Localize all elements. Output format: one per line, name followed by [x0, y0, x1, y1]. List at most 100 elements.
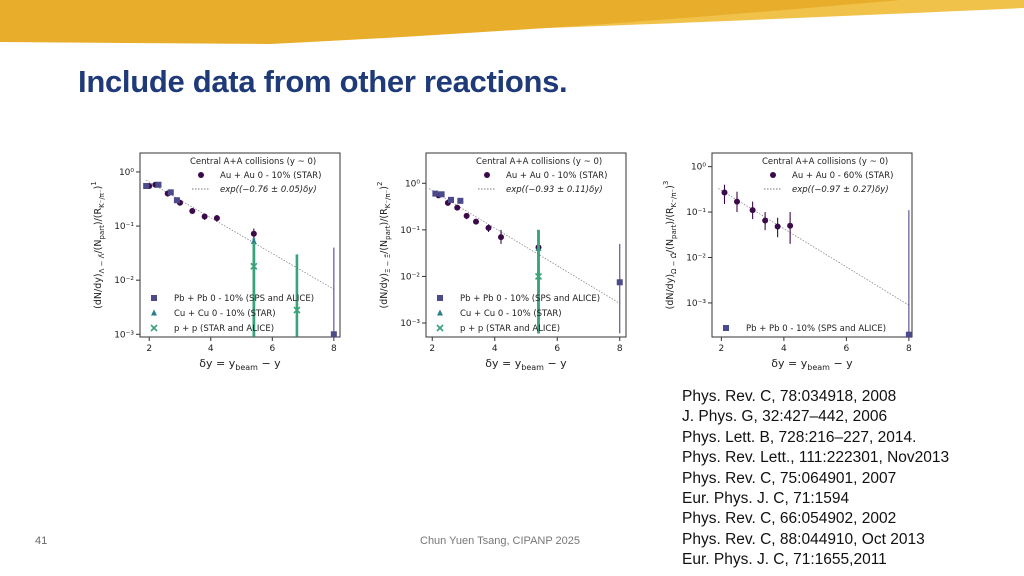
y-axis-label-part: (dN/dy)	[93, 273, 104, 308]
x-tick-label: 4	[781, 344, 787, 354]
data-point	[189, 207, 196, 214]
reference-item: Phys. Rev. C, 66:054902, 2002	[682, 510, 897, 528]
y-tick-label: 10⁻²	[400, 272, 420, 282]
legend-label: Au + Au 0 - 10% (STAR)	[220, 171, 321, 181]
data-point	[155, 181, 162, 188]
x-tick-label: 8	[906, 344, 912, 354]
data-point	[330, 331, 337, 338]
legend-swatch	[723, 325, 729, 331]
x-axis-label-part: − y	[830, 357, 853, 370]
x-axis-label-part: beam	[807, 363, 830, 372]
x-tick-label: 8	[331, 344, 337, 354]
data-series	[330, 247, 337, 338]
y-tick-label: 10⁻³	[400, 319, 420, 329]
y-axis-label-part: )/(R	[665, 207, 676, 225]
y-tick-label: 10⁻¹	[686, 208, 706, 218]
y-axis-label-part: (dN/dy)	[379, 273, 390, 308]
lambda-yield-chart: 2 4 6 8 10⁰ 10⁻¹ 10⁻² 10⁻³ (dN/dy)Λ − Λ̄/(Npart)…	[90, 152, 341, 372]
legend-label: Pb + Pb 0 - 10% (SPS and ALICE)	[746, 324, 886, 334]
reference-item: J. Phys. G, 32:427–442, 2006	[682, 408, 888, 426]
data-point	[905, 331, 912, 338]
y-axis-label-part: part	[98, 225, 106, 240]
data-series	[432, 190, 464, 204]
y-axis-label-part: /(N	[93, 240, 104, 254]
reference-item: Phys. Lett. B, 728:216–227, 2014.	[682, 428, 917, 446]
data-point	[293, 306, 301, 314]
data-point	[485, 224, 492, 231]
legend-label: exp((−0.76 ± 0.05)δy)	[220, 185, 317, 195]
data-point	[787, 222, 794, 229]
x-tick-label: 2	[146, 344, 152, 354]
y-tick-label: 10⁻³	[686, 299, 706, 309]
y-axis-label-part: 1	[90, 181, 98, 185]
data-point	[432, 190, 439, 197]
data-point	[454, 204, 461, 211]
x-axis-label-part: beam	[235, 363, 258, 372]
fit-line	[428, 188, 620, 304]
omega-yield-chart: 2 4 6 8 10⁰ 10⁻¹ 10⁻² 10⁻³ (dN/dy)Ω − Ω̄/(Npart)…	[662, 152, 913, 372]
data-point	[616, 279, 623, 286]
reference-item: Eur. Phys. J. C, 71:1594	[682, 490, 850, 508]
plot-frame	[425, 152, 627, 338]
legend-header: Central A+A collisions (y ~ 0)	[190, 157, 316, 167]
x-tick-label: 6	[269, 344, 275, 354]
legend-label: Au + Au 0 - 60% (STAR)	[792, 171, 893, 181]
legend-header: Central A+A collisions (y ~ 0)	[762, 157, 888, 167]
slide-title: Include data from other reactions.	[78, 64, 568, 99]
x-tick-label: 8	[617, 344, 623, 354]
data-point	[213, 215, 220, 222]
y-axis-label-part: )/(R	[379, 208, 390, 226]
y-axis-label-part: 2	[376, 182, 384, 186]
data-point	[173, 197, 180, 204]
y-axis-label: (dN/dy)Ω − Ω̄/(Npart)/(RK⁻/π⁻)3	[662, 181, 678, 310]
x-axis-label: δy = ybeam − y	[485, 357, 567, 372]
y-axis-label-part: Ω − Ω̄	[670, 252, 678, 274]
legend-swatch	[436, 324, 444, 332]
y-axis-label-part: /(N	[379, 240, 390, 254]
data-series	[250, 242, 301, 337]
data-series	[721, 184, 794, 244]
y-axis-label-part: /(N	[665, 239, 676, 253]
x-axis-label-part: beam	[521, 363, 544, 372]
x-tick-label: 6	[844, 344, 850, 354]
y-axis-label-part: (dN/dy)	[665, 274, 676, 309]
footer-author: Chun Yuen Tsang, CIPANP 2025	[420, 535, 581, 547]
y-tick-label: 10⁰	[691, 163, 706, 173]
data-series	[143, 181, 180, 204]
reference-item: Phys. Rev. C, 78:034918, 2008	[682, 388, 897, 405]
x-tick-label: 6	[554, 344, 560, 354]
data-point	[250, 230, 257, 237]
legend-label: Cu + Cu 0 - 10% (STAR)	[174, 309, 276, 319]
legend-swatch	[437, 309, 443, 316]
y-tick-label: 10⁰	[405, 179, 420, 189]
legend-swatch	[151, 309, 157, 316]
x-tick-label: 2	[719, 344, 725, 354]
y-axis-label: (dN/dy)Ξ − Ξ̄/(Npart)/(RK⁻/π⁻)2	[376, 182, 392, 309]
x-axis-label-part: δy = y	[199, 357, 235, 370]
data-point	[534, 272, 543, 281]
reference-item: Phys. Rev. Lett., 111:222301, Nov2013	[682, 449, 950, 467]
legend-swatch	[150, 324, 158, 332]
legend-label: Pb + Pb 0 - 10% (SPS and ALICE)	[460, 294, 600, 304]
reference-item: Eur. Phys. J. C, 71:1655,2011	[682, 551, 887, 569]
y-axis-label-part: )	[665, 185, 676, 189]
x-axis-label-part: − y	[258, 357, 281, 370]
data-point	[201, 213, 208, 220]
xi-yield-chart: 2 4 6 8 10⁰ 10⁻¹ 10⁻² 10⁻³ (dN/dy)Ξ − Ξ̄/(Npart)…	[376, 152, 627, 372]
legend-label: Pb + Pb 0 - 10% (SPS and ALICE)	[174, 294, 314, 304]
fit-line	[718, 188, 910, 306]
y-tick-label: 10⁻¹	[400, 226, 420, 236]
y-axis-label-part: )	[379, 186, 390, 190]
banner-wave-dark	[0, 0, 900, 44]
legend-header: Central A+A collisions (y ~ 0)	[476, 157, 602, 167]
data-point	[457, 197, 464, 204]
legend-label: Au + Au 0 - 10% (STAR)	[506, 171, 607, 181]
y-tick-label: 10⁰	[119, 168, 134, 178]
data-point	[250, 237, 257, 244]
y-axis-label-part: K⁻/π⁻	[384, 189, 392, 208]
y-tick-label: 10⁻³	[114, 330, 134, 340]
legend-label: exp((−0.93 ± 0.11)δy)	[506, 185, 603, 195]
data-point	[463, 212, 470, 219]
y-axis-label-part: )	[93, 186, 104, 190]
y-axis-label: (dN/dy)Λ − Λ̄/(Npart)/(RK⁻/π⁻)1	[90, 181, 106, 309]
